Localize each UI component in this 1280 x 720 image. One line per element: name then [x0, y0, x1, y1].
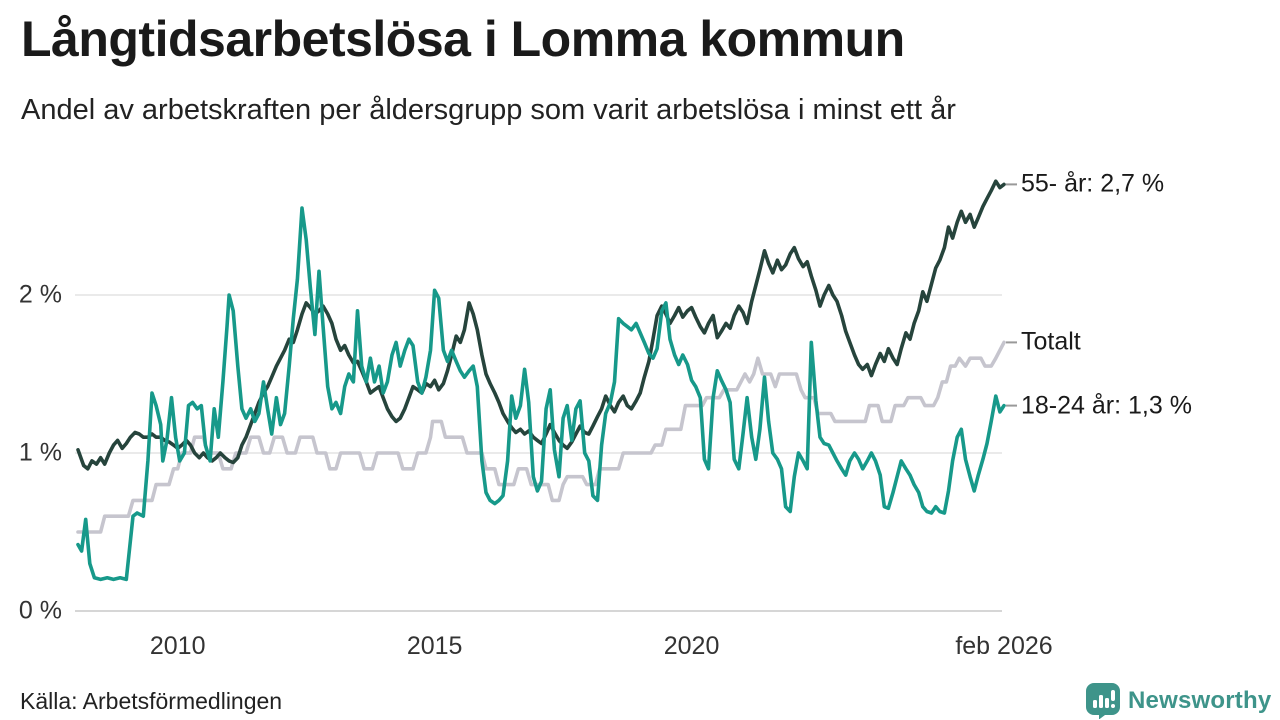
series-end-label-55-år: 55- år: 2,7 % [1021, 169, 1165, 198]
y-axis-tick-label: 0 % [18, 596, 62, 625]
x-axis-tick-label: feb 2026 [955, 632, 1053, 660]
series-line-18-24år [76, 206, 1006, 582]
series-line-55-år [76, 179, 1006, 471]
newsworthy-wordmark: Newsworthy [1128, 687, 1272, 714]
newsworthy-logo[interactable]: Newsworthy [1086, 683, 1271, 719]
series-line-Totalt [76, 340, 1006, 534]
series-end-label-18-24år: 18-24 år: 1,3 % [1021, 391, 1192, 420]
newsworthy-bubble-chart-icon [1086, 683, 1120, 719]
x-axis-tick-label: 2020 [663, 632, 720, 660]
page-title: Långtidsarbetslösa i Lomma kommun [21, 11, 905, 67]
y-axis-tick-label: 1 % [18, 438, 62, 467]
chart-subtitle: Andel av arbetskraften per åldersgrupp s… [21, 94, 956, 126]
source-note: Källa: Arbetsförmedlingen [20, 688, 283, 714]
x-axis-tick-label: 2010 [149, 632, 206, 660]
x-axis-tick-label: 2015 [406, 632, 463, 660]
y-axis-tick-label: 2 % [18, 280, 62, 309]
series-end-label-Totalt: Totalt [1021, 327, 1081, 356]
